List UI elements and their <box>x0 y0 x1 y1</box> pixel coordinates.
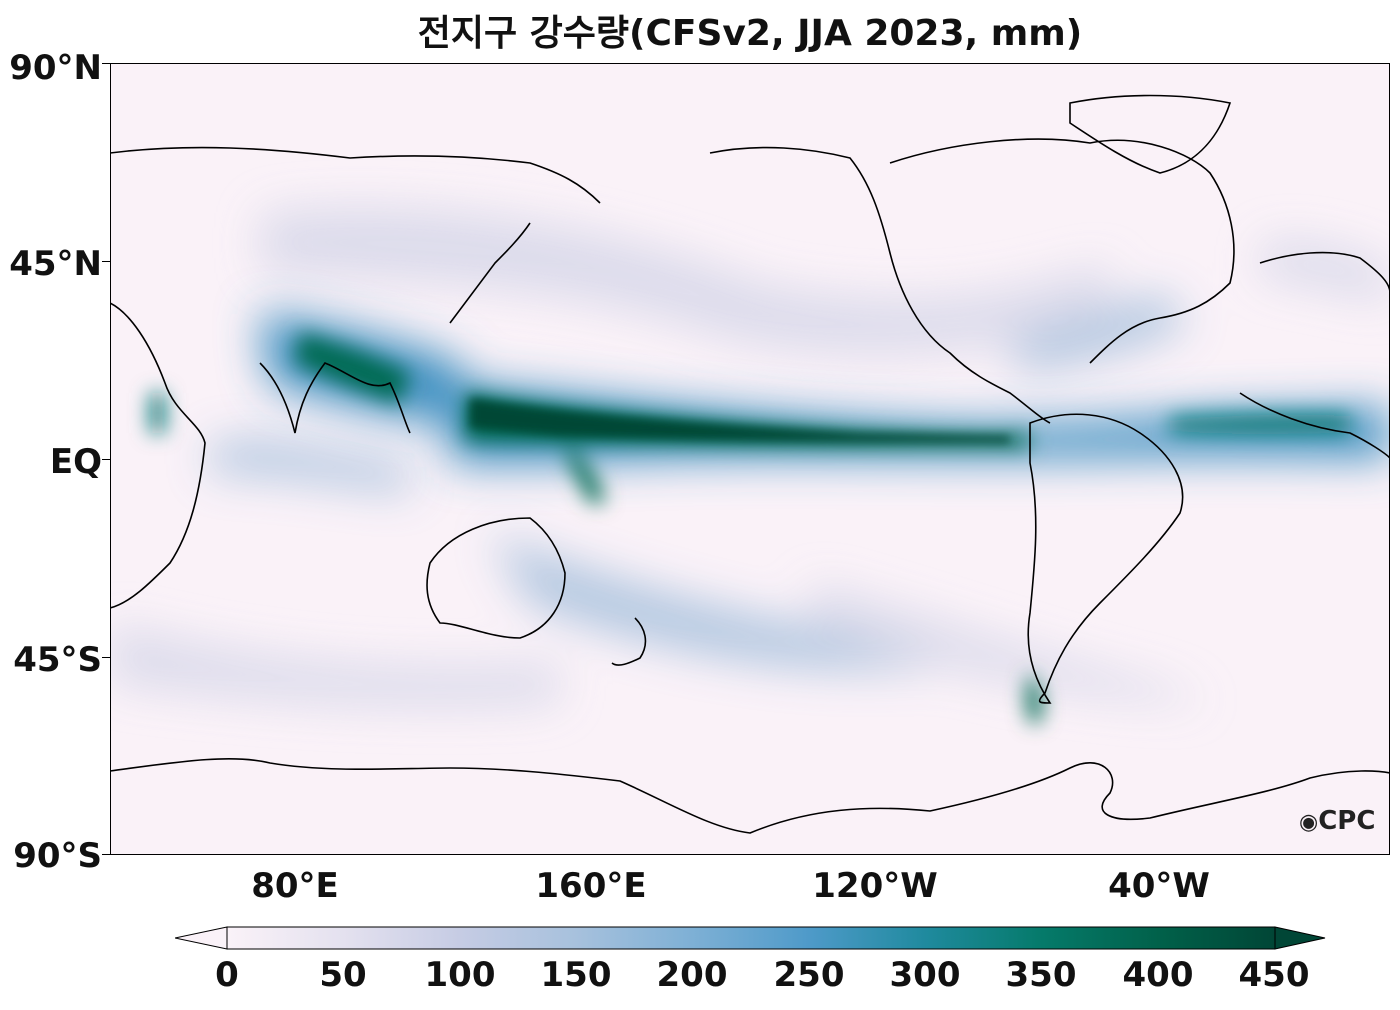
map-title: 전지구 강수량(CFSv2, JJA 2023, mm) <box>417 13 1083 54</box>
colorbar <box>175 926 1326 950</box>
colorbar-tick-50: 50 <box>319 955 367 995</box>
map-frame <box>110 63 1390 855</box>
lat-label-90n: 90°N <box>9 48 102 88</box>
colorbar-tick-400: 400 <box>1122 955 1194 995</box>
lon-label-160e: 160°E <box>535 866 647 906</box>
colorbar-tick-100: 100 <box>424 955 496 995</box>
lat-tick <box>102 261 110 262</box>
lat-label-90s: 90°S <box>13 836 102 876</box>
lon-label-120w: 120°W <box>812 866 938 906</box>
colorbar-tick-150: 150 <box>540 955 612 995</box>
itcz-core <box>470 398 1010 443</box>
light-rain-field <box>110 206 1390 707</box>
lat-tick <box>102 459 110 460</box>
logo-text: CPC <box>1318 806 1376 836</box>
colorbar-tick-350: 350 <box>1005 955 1077 995</box>
lat-label-45n: 45°N <box>9 244 102 284</box>
colorbar-tick-300: 300 <box>889 955 961 995</box>
colorbar-tick-450: 450 <box>1238 955 1310 995</box>
colorbar-gradient <box>226 926 1276 950</box>
lat-label-eq: EQ <box>49 442 102 482</box>
colorbar-tick-250: 250 <box>773 955 845 995</box>
lat-tick <box>102 854 110 855</box>
colorbar-extend-high <box>1274 926 1326 950</box>
colorbar-tick-0: 0 <box>215 955 239 995</box>
lon-label-80e: 80°E <box>251 866 339 906</box>
lat-label-45s: 45°S <box>13 640 102 680</box>
colorbar-extend-low <box>175 926 228 950</box>
colorbar-tick-200: 200 <box>656 955 728 995</box>
cpc-logo: ◉CPC <box>1299 806 1375 836</box>
lat-tick <box>102 657 110 658</box>
precipitation-map <box>110 63 1390 855</box>
coastlines <box>110 94 1390 834</box>
lat-tick <box>102 63 110 64</box>
logo-circle-icon: ◉ <box>1299 810 1319 835</box>
lon-label-40w: 40°W <box>1108 866 1210 906</box>
